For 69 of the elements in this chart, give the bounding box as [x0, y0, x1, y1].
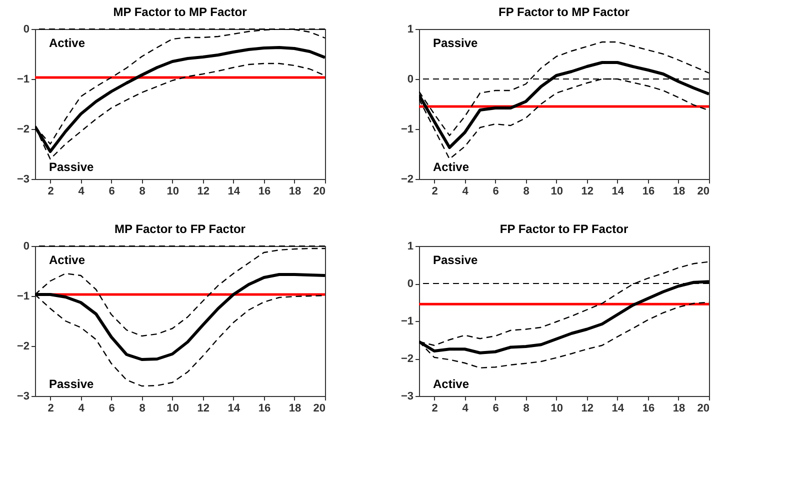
- annotation: Active: [49, 36, 86, 50]
- x-tick-label: 18: [672, 186, 686, 198]
- x-tick-label: 18: [288, 402, 302, 414]
- x-tick-label: 6: [492, 402, 499, 414]
- x-tick-label: 8: [139, 402, 146, 414]
- x-tick-label: 20: [313, 402, 326, 414]
- x-tick-label: 4: [462, 186, 470, 198]
- x-tick-label: 6: [108, 402, 115, 414]
- x-tick-label: 18: [288, 186, 302, 198]
- x-tick-label: 10: [550, 186, 563, 198]
- x-tick-label: 20: [313, 186, 326, 198]
- x-tick-label: 2: [48, 402, 54, 414]
- y-tick-label: −2: [16, 124, 30, 136]
- annotation: Passive: [433, 253, 478, 267]
- y-tick-label: −3: [400, 390, 414, 402]
- chart-title: FP Factor to MP Factor: [498, 5, 630, 19]
- chart-title: MP Factor to MP Factor: [113, 5, 248, 19]
- y-tick-label: 1: [407, 24, 414, 36]
- y-tick-label: 0: [407, 74, 414, 86]
- x-tick-label: 20: [697, 186, 710, 198]
- x-tick-label: 4: [78, 186, 86, 198]
- x-tick-label: 12: [197, 186, 210, 198]
- x-tick-label: 2: [432, 402, 438, 414]
- chart-title: FP Factor to FP Factor: [500, 222, 628, 236]
- x-tick-label: 20: [697, 402, 710, 414]
- x-tick-label: 8: [139, 186, 146, 198]
- x-tick-label: 16: [642, 402, 655, 414]
- x-tick-label: 4: [78, 402, 86, 414]
- x-tick-label: 2: [48, 186, 54, 198]
- x-tick-label: 8: [523, 186, 530, 198]
- annotation: Active: [49, 253, 86, 267]
- x-tick-label: 4: [462, 402, 470, 414]
- x-tick-label: 18: [672, 402, 686, 414]
- x-tick-label: 10: [166, 402, 179, 414]
- annotation: Active: [433, 160, 470, 174]
- y-tick-label: 1: [407, 240, 414, 252]
- y-tick-label: −1: [16, 290, 30, 302]
- x-tick-label: 12: [197, 402, 210, 414]
- x-tick-label: 6: [492, 186, 499, 198]
- y-tick-label: −1: [16, 74, 30, 86]
- y-tick-label: −2: [16, 340, 30, 352]
- x-tick-label: 16: [258, 402, 271, 414]
- x-tick-label: 14: [612, 402, 625, 414]
- x-tick-label: 6: [108, 186, 115, 198]
- y-tick-label: −2: [400, 353, 414, 365]
- y-tick-label: −3: [16, 174, 30, 186]
- y-tick-label: −3: [16, 390, 30, 402]
- y-tick-label: 0: [23, 240, 30, 252]
- x-tick-label: 12: [581, 186, 594, 198]
- x-tick-label: 16: [258, 186, 271, 198]
- x-tick-label: 8: [523, 402, 530, 414]
- x-tick-label: 14: [228, 402, 241, 414]
- y-tick-label: −1: [400, 316, 414, 328]
- annotation: Active: [433, 377, 470, 391]
- x-tick-label: 14: [228, 186, 241, 198]
- x-tick-label: 14: [612, 186, 625, 198]
- x-tick-label: 10: [550, 402, 563, 414]
- y-tick-label: −2: [400, 174, 414, 186]
- annotation: Passive: [49, 160, 94, 174]
- annotation: Passive: [433, 36, 478, 50]
- y-tick-label: −1: [400, 124, 414, 136]
- x-tick-label: 10: [166, 186, 179, 198]
- chart-title: MP Factor to FP Factor: [114, 222, 246, 236]
- annotation: Passive: [49, 377, 94, 391]
- y-tick-label: 0: [23, 24, 30, 36]
- x-tick-label: 12: [581, 402, 594, 414]
- x-tick-label: 2: [432, 186, 438, 198]
- y-tick-label: 0: [407, 278, 414, 290]
- x-tick-label: 16: [642, 186, 655, 198]
